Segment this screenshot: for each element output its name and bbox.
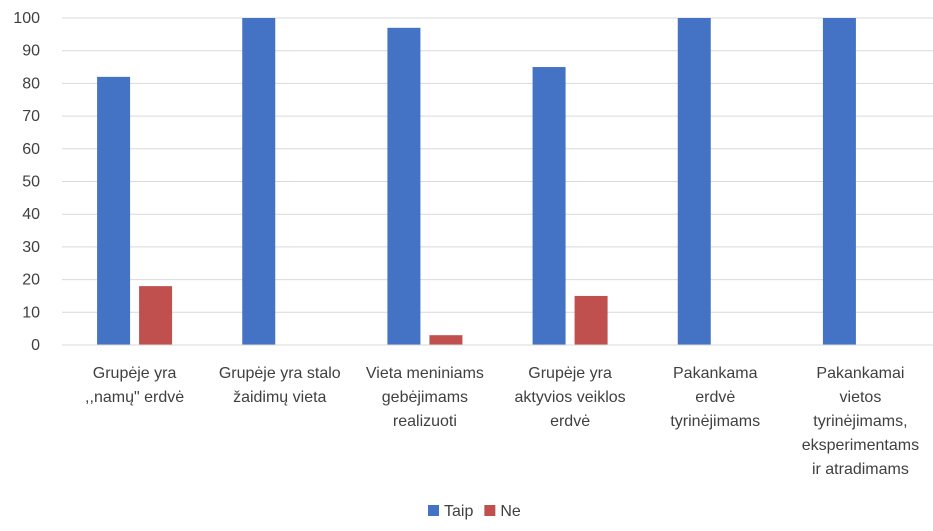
gridlines xyxy=(62,17,933,313)
bar-taip xyxy=(242,18,276,345)
y-tick-label: 0 xyxy=(31,337,40,354)
y-tick-label: 10 xyxy=(22,304,40,321)
x-category-label: vietos xyxy=(840,389,882,406)
y-tick-label: 30 xyxy=(22,239,40,256)
x-category-label: gebėjimams xyxy=(382,389,468,406)
x-category-label: Vieta meniniams xyxy=(366,365,484,382)
y-tick-label: 50 xyxy=(22,174,40,191)
x-category-label: aktyvios veiklos xyxy=(515,389,626,406)
bar-taip xyxy=(677,18,711,345)
legend-label-taip: Taip xyxy=(444,503,473,520)
axes: 0 10 20 30 40 50 60 70 80 90 100 Grupėje yra ,,namų"… xyxy=(13,10,933,478)
y-tick-label: 100 xyxy=(13,10,40,27)
y-tick-label: 20 xyxy=(22,272,40,289)
x-category-label: Pakankama xyxy=(673,365,758,382)
y-tick-label: 40 xyxy=(22,206,40,223)
legend: Taip Ne xyxy=(428,503,521,520)
x-category-label: realizuoti xyxy=(393,413,457,430)
bars xyxy=(97,18,856,346)
x-category-label: žaidimų vieta xyxy=(233,389,326,406)
x-category-label: Grupėje yra xyxy=(93,365,177,382)
bar-taip xyxy=(97,76,131,346)
x-category-label: erdvė xyxy=(695,389,735,406)
bar-taip xyxy=(822,18,856,345)
bar-taip xyxy=(532,67,566,346)
legend-swatch-ne xyxy=(484,505,496,516)
bar-ne xyxy=(574,295,608,345)
y-tick-label: 70 xyxy=(22,108,40,125)
x-category-label: erdvė xyxy=(550,413,590,430)
y-tick-label: 90 xyxy=(22,43,40,60)
legend-label-ne: Ne xyxy=(500,503,521,520)
x-category-label: eksperimentams xyxy=(802,437,919,454)
x-category-label: tyrinėjimams, xyxy=(813,413,907,430)
bar-ne xyxy=(429,335,463,345)
x-category-label: Pakankamai xyxy=(816,365,904,382)
x-category-label: tyrinėjimams xyxy=(670,413,760,430)
bar-taip xyxy=(387,27,421,346)
y-tick-label: 60 xyxy=(22,141,40,158)
y-tick-label: 80 xyxy=(22,75,40,92)
x-category-label: Grupėje yra stalo xyxy=(219,365,341,382)
bar-ne xyxy=(139,286,173,345)
x-category-label: ,,namų" erdvė xyxy=(85,389,184,406)
x-category-label: ir atradimams xyxy=(812,461,909,478)
x-category-label: Grupėje yra xyxy=(528,365,612,382)
legend-swatch-taip xyxy=(428,505,439,516)
